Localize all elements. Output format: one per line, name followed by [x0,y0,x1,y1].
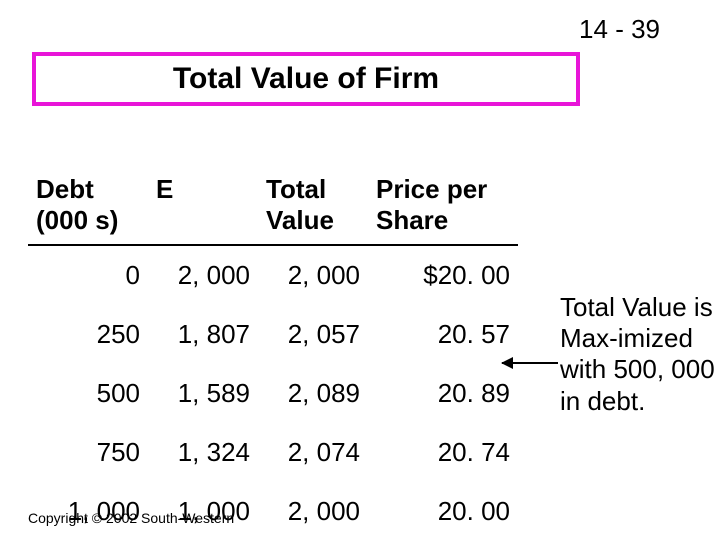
cell-total: 2, 057 [258,305,368,364]
annotation-text: Total Value is Max-imized with 500, 000 … [560,292,720,417]
table-body: 0 2, 000 2, 000 $20. 00 250 1, 807 2, 05… [28,245,518,541]
cell-price: $20. 00 [368,245,518,305]
cell-debt: 500 [28,364,148,423]
header-total: TotalValue [258,168,368,245]
table-row: 500 1, 589 2, 089 20. 89 [28,364,518,423]
header-e: E [148,168,258,245]
cell-price: 20. 89 [368,364,518,423]
cell-e: 1, 324 [148,423,258,482]
cell-total: 2, 089 [258,364,368,423]
table-row: 750 1, 324 2, 074 20. 74 [28,423,518,482]
cell-e: 1, 589 [148,364,258,423]
title-box: Total Value of Firm [32,52,580,106]
cell-price: 20. 00 [368,482,518,541]
header-price: Price perShare [368,168,518,245]
table-row: 250 1, 807 2, 057 20. 57 [28,305,518,364]
cell-price: 20. 57 [368,305,518,364]
table-header-row: Debt(000 s) E TotalValue Price perShare [28,168,518,245]
copyright-text: Copyright © 2002 South-Western [28,510,234,526]
cell-total: 2, 074 [258,423,368,482]
cell-total: 2, 000 [258,245,368,305]
table-row: 0 2, 000 2, 000 $20. 00 [28,245,518,305]
cell-debt: 250 [28,305,148,364]
cell-debt: 0 [28,245,148,305]
header-debt: Debt(000 s) [28,168,148,245]
value-table: Debt(000 s) E TotalValue Price perShare … [28,168,518,541]
cell-e: 1, 807 [148,305,258,364]
page-number: 14 - 39 [579,14,660,45]
title-text: Total Value of Firm [173,62,439,96]
cell-total: 2, 000 [258,482,368,541]
cell-debt: 750 [28,423,148,482]
cell-e: 2, 000 [148,245,258,305]
cell-price: 20. 74 [368,423,518,482]
arrow-icon [502,362,558,364]
